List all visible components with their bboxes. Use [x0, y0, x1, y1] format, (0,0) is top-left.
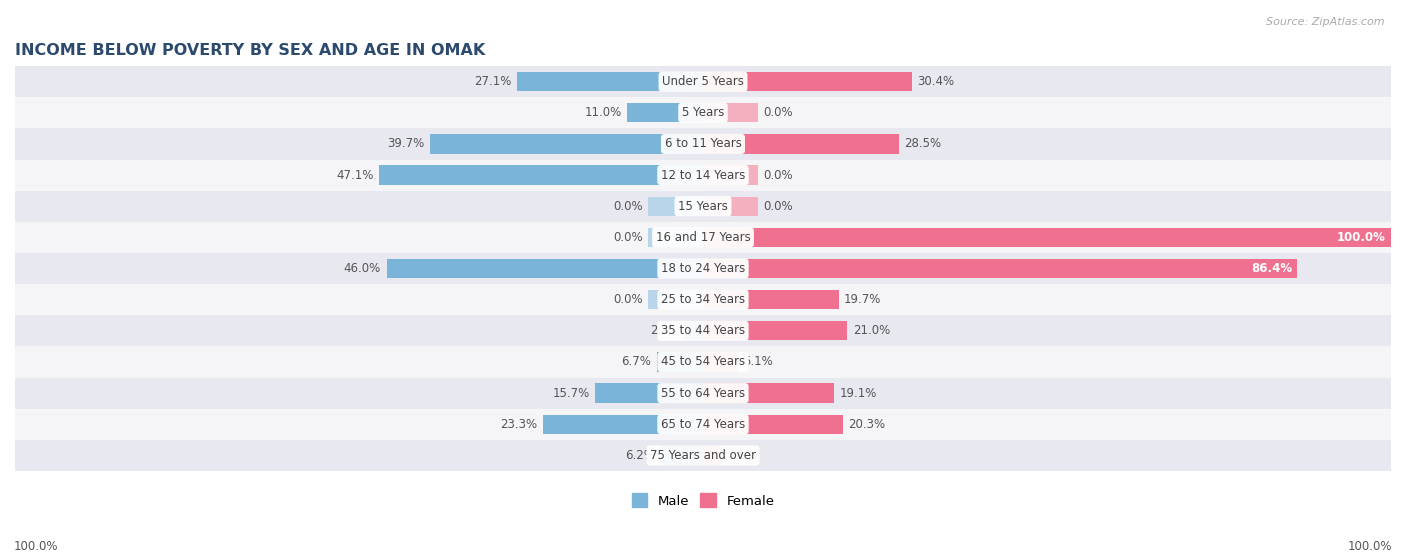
Text: 11.0%: 11.0% [585, 106, 621, 119]
Text: 65 to 74 Years: 65 to 74 Years [661, 418, 745, 431]
Text: 15 Years: 15 Years [678, 200, 728, 213]
Bar [15, 440, 1391, 471]
Bar [430, 134, 703, 154]
Bar [516, 72, 703, 91]
Bar [703, 259, 1298, 278]
Bar [15, 315, 1391, 347]
Text: 55 to 64 Years: 55 to 64 Years [661, 387, 745, 400]
Text: 6.2%: 6.2% [624, 449, 655, 462]
Bar [15, 409, 1391, 440]
Text: 47.1%: 47.1% [336, 169, 374, 182]
Bar [15, 222, 1391, 253]
Bar [661, 446, 703, 465]
Bar [15, 66, 1391, 97]
Text: 23.3%: 23.3% [501, 418, 537, 431]
Bar [703, 228, 1391, 247]
Bar [703, 290, 838, 309]
Bar [15, 129, 1391, 159]
Bar [703, 72, 912, 91]
Text: 19.7%: 19.7% [844, 293, 882, 306]
Text: 2.6%: 2.6% [650, 324, 679, 337]
Text: Under 5 Years: Under 5 Years [662, 75, 744, 88]
Text: 0.0%: 0.0% [763, 106, 793, 119]
Bar [648, 197, 703, 216]
Bar [387, 259, 703, 278]
Bar [595, 383, 703, 403]
Bar [15, 253, 1391, 284]
Bar [543, 415, 703, 434]
Legend: Male, Female: Male, Female [626, 488, 780, 513]
Bar [648, 228, 703, 247]
Bar [380, 165, 703, 184]
Text: 0.0%: 0.0% [613, 231, 643, 244]
Bar [15, 284, 1391, 315]
Text: 15.7%: 15.7% [553, 387, 589, 400]
Bar [15, 191, 1391, 222]
Text: 28.5%: 28.5% [904, 138, 942, 150]
Text: 16 and 17 Years: 16 and 17 Years [655, 231, 751, 244]
Bar [15, 97, 1391, 129]
Text: 12 to 14 Years: 12 to 14 Years [661, 169, 745, 182]
Text: 6.7%: 6.7% [621, 356, 651, 368]
Bar [703, 446, 723, 465]
Bar [648, 290, 703, 309]
Text: 39.7%: 39.7% [387, 138, 425, 150]
Text: 0.0%: 0.0% [763, 169, 793, 182]
Text: 19.1%: 19.1% [839, 387, 877, 400]
Bar [703, 321, 848, 340]
Bar [703, 103, 758, 122]
Text: 0.0%: 0.0% [613, 200, 643, 213]
Text: 100.0%: 100.0% [14, 541, 59, 553]
Text: INCOME BELOW POVERTY BY SEX AND AGE IN OMAK: INCOME BELOW POVERTY BY SEX AND AGE IN O… [15, 43, 485, 58]
Text: 5 Years: 5 Years [682, 106, 724, 119]
Bar [15, 347, 1391, 377]
Bar [703, 165, 758, 184]
Text: 75 Years and over: 75 Years and over [650, 449, 756, 462]
Text: 20.3%: 20.3% [848, 418, 886, 431]
Text: 35 to 44 Years: 35 to 44 Years [661, 324, 745, 337]
Bar [703, 352, 738, 372]
Text: 6 to 11 Years: 6 to 11 Years [665, 138, 741, 150]
Bar [15, 159, 1391, 191]
Bar [15, 377, 1391, 409]
Text: 27.1%: 27.1% [474, 75, 510, 88]
Bar [703, 134, 898, 154]
Text: 18 to 24 Years: 18 to 24 Years [661, 262, 745, 275]
Text: 86.4%: 86.4% [1251, 262, 1292, 275]
Text: 30.4%: 30.4% [918, 75, 955, 88]
Text: 5.1%: 5.1% [744, 356, 773, 368]
Text: 2.8%: 2.8% [728, 449, 758, 462]
Text: 0.0%: 0.0% [613, 293, 643, 306]
Bar [657, 352, 703, 372]
Text: 21.0%: 21.0% [853, 324, 890, 337]
Bar [703, 415, 842, 434]
Text: 46.0%: 46.0% [343, 262, 381, 275]
Bar [703, 383, 834, 403]
Bar [703, 197, 758, 216]
Text: Source: ZipAtlas.com: Source: ZipAtlas.com [1267, 17, 1385, 27]
Text: 0.0%: 0.0% [763, 200, 793, 213]
Text: 25 to 34 Years: 25 to 34 Years [661, 293, 745, 306]
Bar [627, 103, 703, 122]
Bar [685, 321, 703, 340]
Text: 45 to 54 Years: 45 to 54 Years [661, 356, 745, 368]
Text: 100.0%: 100.0% [1347, 541, 1392, 553]
Text: 100.0%: 100.0% [1337, 231, 1385, 244]
